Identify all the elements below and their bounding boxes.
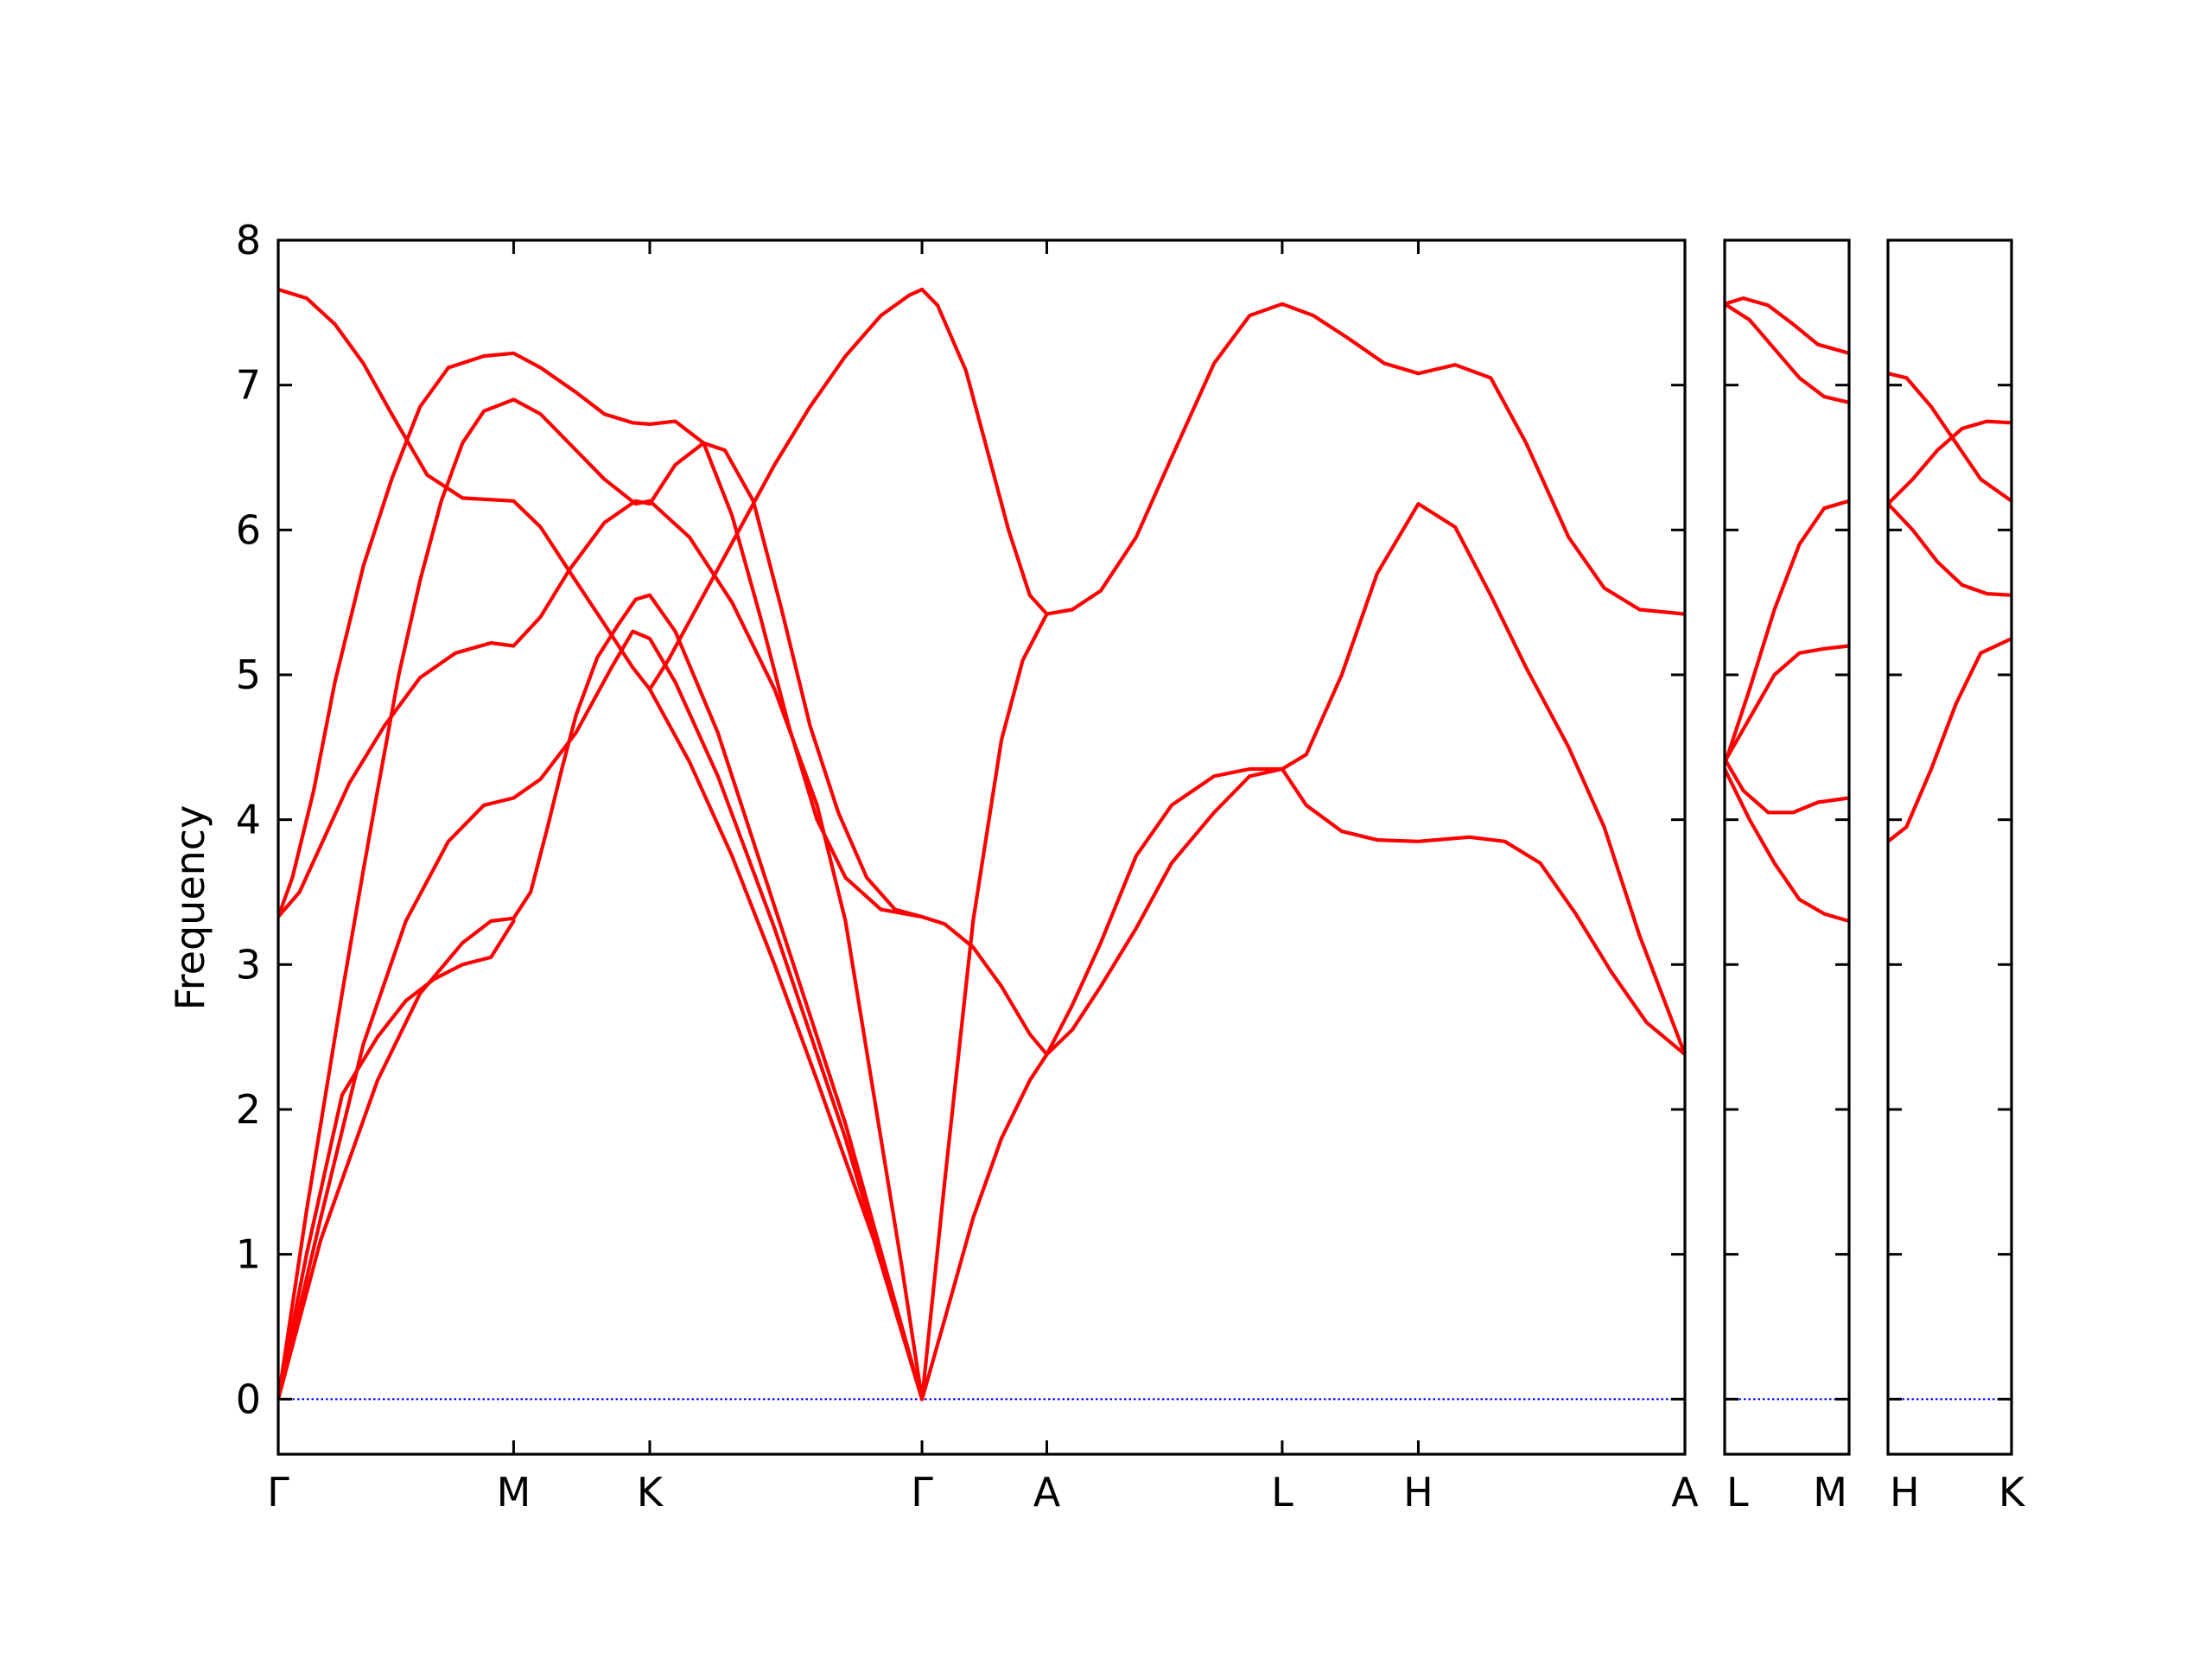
band-line bbox=[920, 302, 1685, 1402]
x-tick-label: Γ bbox=[267, 1469, 289, 1516]
y-tick-label: 2 bbox=[236, 1086, 261, 1133]
band-line bbox=[1888, 502, 2012, 597]
y-tick-label: 0 bbox=[236, 1376, 261, 1422]
y-tick-label: 6 bbox=[236, 506, 261, 553]
bands-H-K bbox=[1888, 372, 2012, 843]
band-line bbox=[1888, 419, 2012, 506]
x-tick-label: M bbox=[1813, 1469, 1847, 1516]
band-line bbox=[1045, 502, 1685, 1057]
band-line bbox=[278, 397, 925, 1402]
band-line bbox=[647, 287, 925, 691]
x-tick-label: H bbox=[1890, 1469, 1920, 1516]
y-tick-label: 7 bbox=[236, 362, 261, 409]
x-tick-label: Γ bbox=[911, 1469, 933, 1516]
band-line bbox=[1888, 372, 2012, 503]
y-tick-label: 5 bbox=[236, 652, 261, 698]
band-line bbox=[278, 351, 925, 919]
band-line bbox=[1725, 296, 1849, 355]
band-line bbox=[1725, 302, 1849, 404]
band-line bbox=[1725, 499, 1849, 766]
panel-frame bbox=[276, 238, 1687, 1456]
panel-frame bbox=[1886, 238, 2013, 1456]
x-tick-label: H bbox=[1403, 1469, 1433, 1516]
band-line bbox=[1725, 757, 1849, 815]
band-line bbox=[278, 918, 516, 1402]
band-line bbox=[278, 629, 925, 1402]
band-line bbox=[920, 766, 1685, 1402]
x-tick-label: K bbox=[637, 1469, 664, 1516]
band-line bbox=[278, 441, 1049, 1057]
band-line bbox=[1888, 637, 2012, 843]
y-axis: 0 1 2 3 4 5 6 7 8 bbox=[236, 217, 261, 1422]
y-tick-label: 4 bbox=[236, 797, 261, 843]
band-line bbox=[278, 287, 925, 1402]
y-tick-label: 8 bbox=[236, 217, 261, 264]
x-tick-label: A bbox=[1671, 1469, 1699, 1516]
x-tick-label: L bbox=[1271, 1469, 1294, 1516]
panel-frame bbox=[1723, 238, 1851, 1456]
x-tick-label: M bbox=[497, 1469, 531, 1516]
y-tick-label: 1 bbox=[236, 1231, 261, 1278]
x-tick-label: L bbox=[1726, 1469, 1749, 1516]
bands-L-M bbox=[1725, 296, 1849, 924]
bands-main bbox=[278, 287, 1685, 1402]
band-line bbox=[1725, 644, 1849, 764]
band-line bbox=[278, 593, 925, 1402]
x-tick-label: A bbox=[1033, 1469, 1061, 1516]
x-tick-label: K bbox=[1999, 1469, 2026, 1516]
y-tick-label: 3 bbox=[236, 941, 261, 988]
band-line bbox=[920, 287, 1049, 616]
y-axis-title: Frequency bbox=[167, 805, 213, 1011]
band-line bbox=[1725, 766, 1849, 924]
